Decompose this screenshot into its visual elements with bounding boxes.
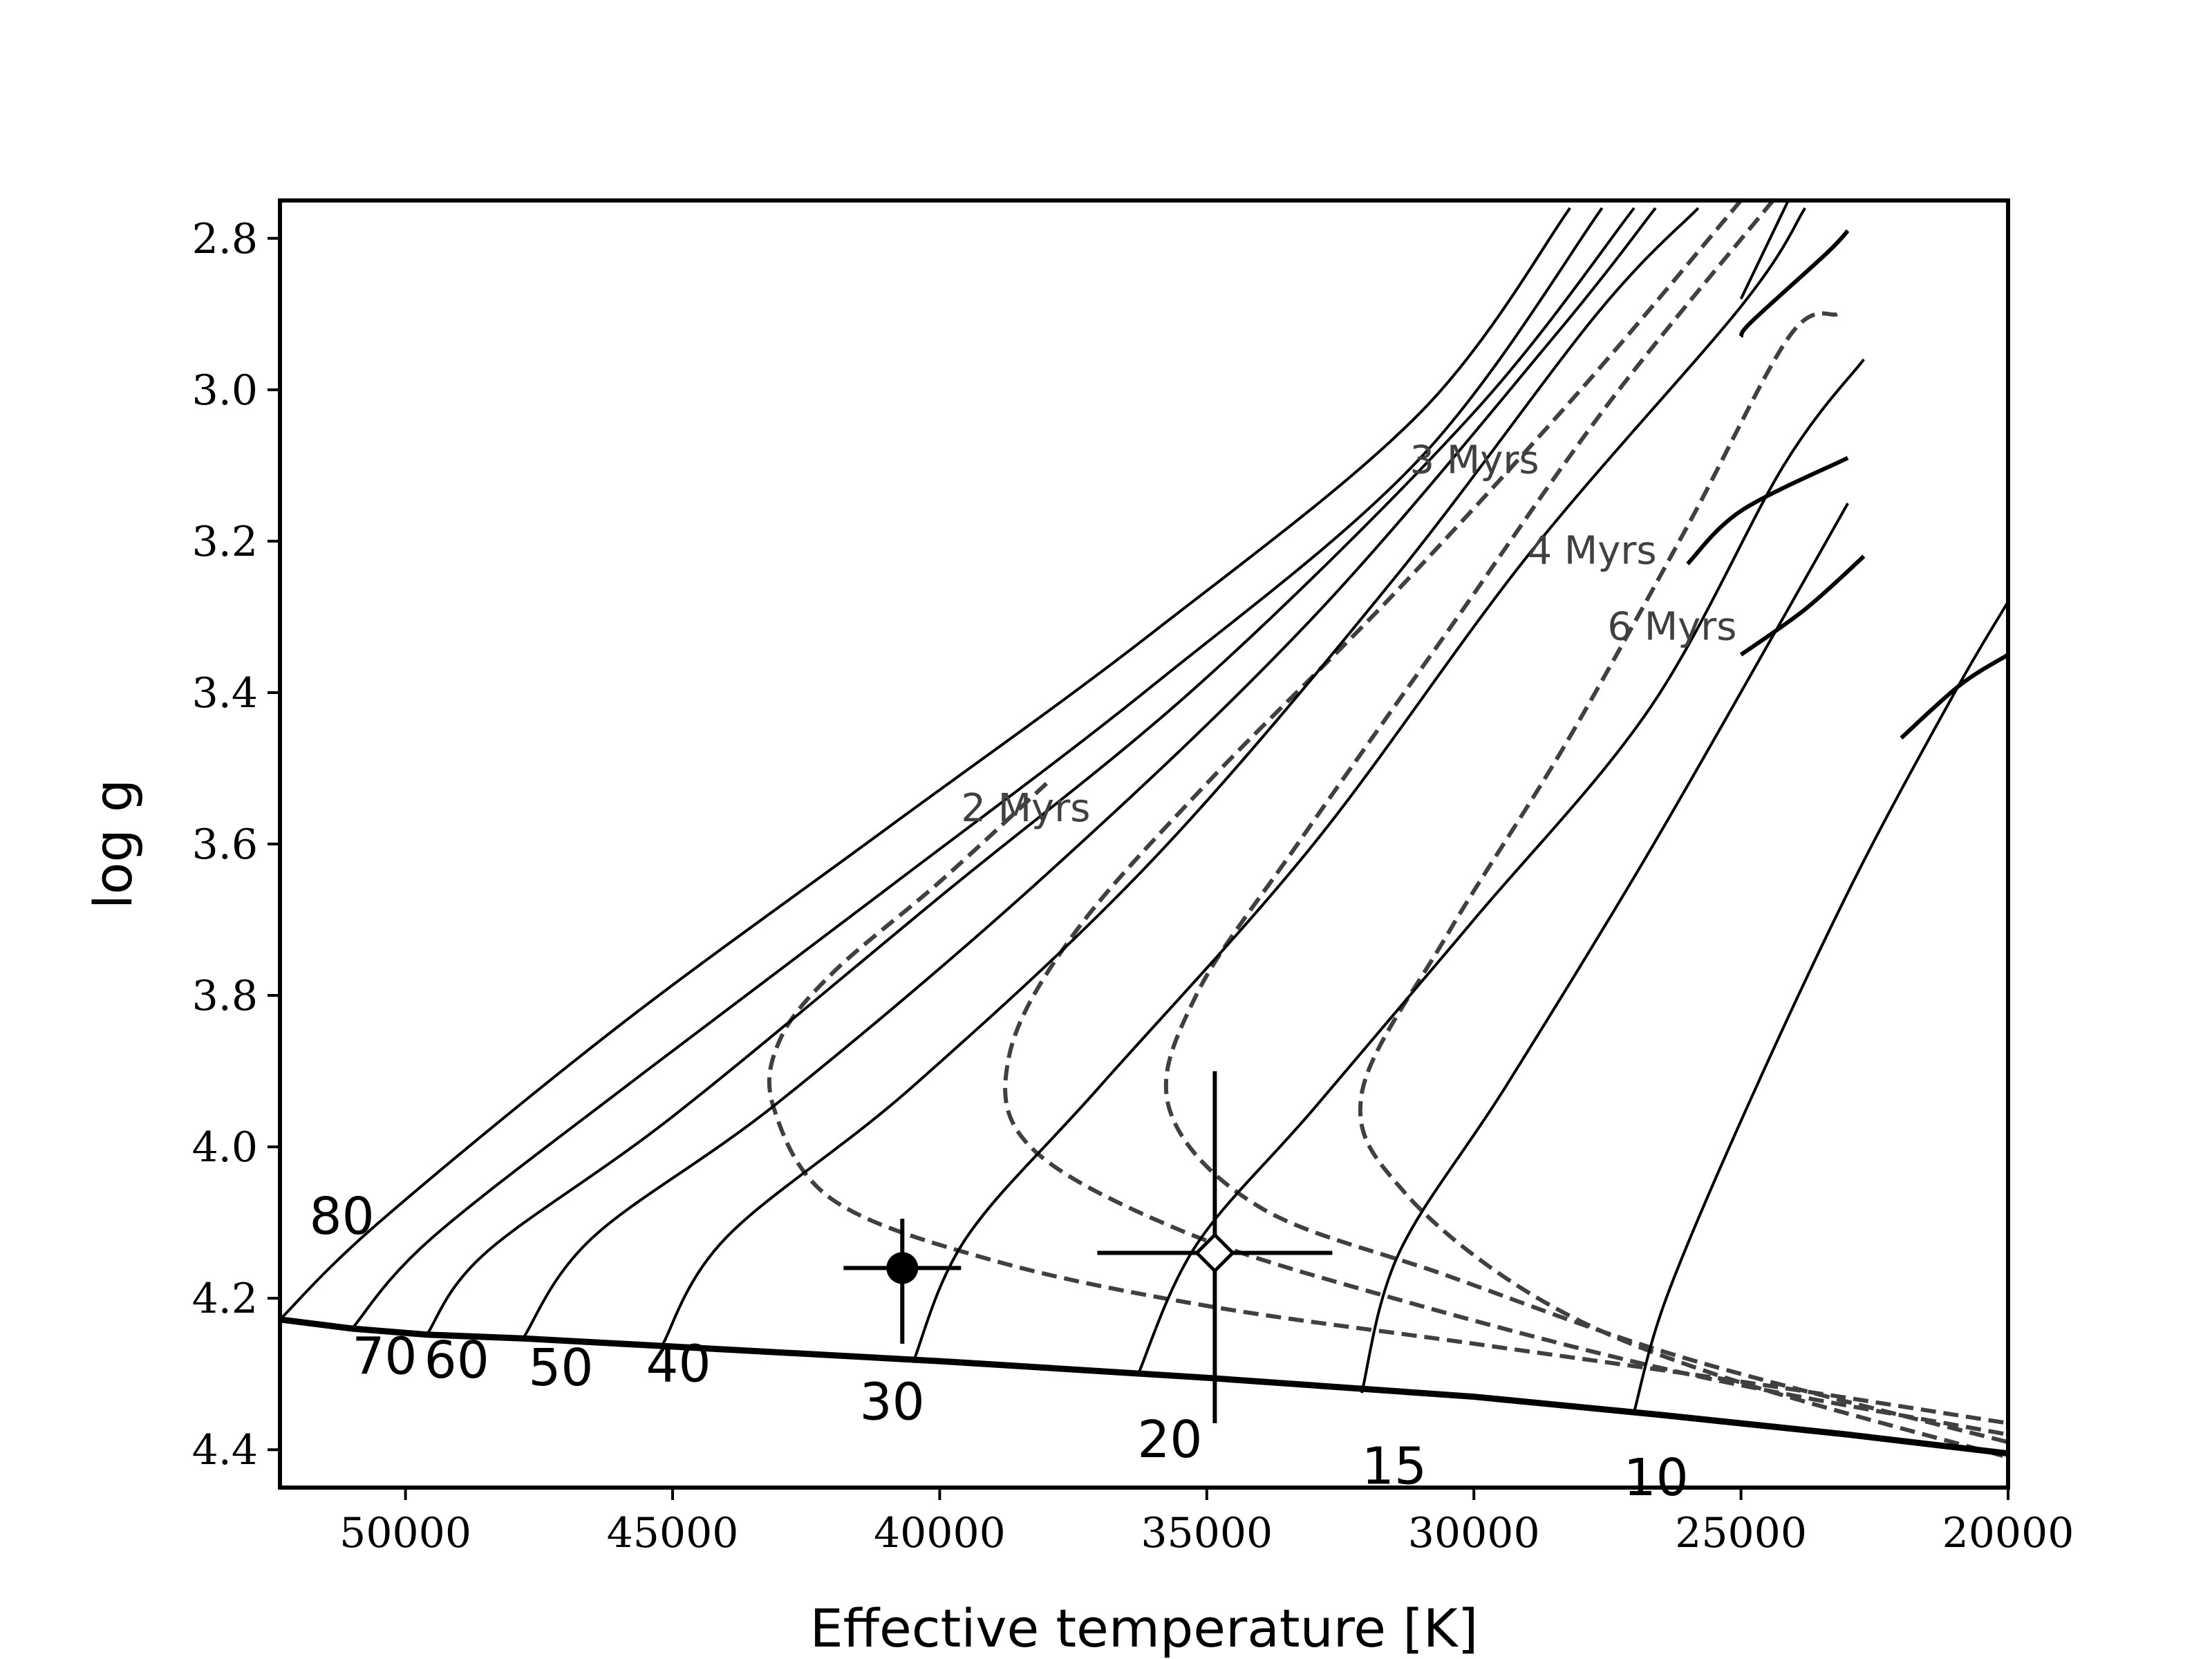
mass-label-70: 70 (352, 1327, 417, 1387)
mass-label-60: 60 (424, 1331, 489, 1390)
y-axis: 2.8 3.0 3.2 3.4 3.6 3.8 4.0 4.2 4.4 (192, 215, 280, 1474)
x-axis: 50000 45000 40000 35000 30000 25000 20000 (339, 1488, 2074, 1557)
evolutionary-track-0 (280, 207, 1571, 1321)
y-tick-label: 3.0 (192, 366, 258, 415)
mass-label-30: 30 (859, 1372, 924, 1432)
isochrone-label-2: 4 Myrs (1527, 529, 1656, 574)
isochrone-label-1: 3 Myrs (1409, 438, 1539, 482)
isochrone-line-3 (1358, 311, 2008, 1460)
x-tick-label: 50000 (339, 1509, 471, 1557)
evolutionary-track-6 (1136, 358, 1865, 1377)
x-tick-label: 25000 (1675, 1509, 1807, 1557)
mass-label-40: 40 (646, 1335, 711, 1394)
evolutionary-track-1 (350, 207, 1604, 1330)
data-point-filled-circle (886, 1252, 919, 1284)
isochrone-line-1 (1003, 200, 2008, 1437)
evolutionary-track-8 (1633, 601, 2008, 1413)
track-hook-3 (1900, 653, 2008, 740)
x-tick-label: 30000 (1408, 1509, 1540, 1557)
track-hook-0 (1738, 229, 1850, 338)
y-axis-label: log g (82, 779, 144, 909)
mass-label-80: 80 (310, 1187, 375, 1246)
y-tick-label: 3.6 (192, 821, 258, 869)
y-tick-label: 3.4 (192, 669, 258, 718)
x-tick-label: 35000 (1141, 1509, 1273, 1557)
y-tick-label: 4.0 (192, 1123, 258, 1172)
evolutionary-track-5 (911, 207, 1807, 1364)
x-tick-label: 40000 (874, 1509, 1006, 1557)
isochrone-line-0 (767, 782, 2008, 1425)
zams-line (280, 1316, 2008, 1457)
evolutionary-track-2 (425, 207, 1635, 1335)
mass-label-20: 20 (1137, 1410, 1202, 1470)
data-point-open-diamond (1194, 1232, 1235, 1273)
y-tick-label: 4.4 (192, 1426, 258, 1474)
isochrone-label-0: 2 Myrs (961, 786, 1090, 831)
y-tick-label: 3.8 (192, 972, 258, 1020)
isochrone-line-2 (1163, 200, 2008, 1445)
evolutionary-track-4 (660, 207, 1700, 1347)
track-hook-1 (1686, 456, 1849, 565)
isochrone-label-3: 6 Myrs (1607, 604, 1736, 649)
plot-area (280, 200, 2008, 1460)
evolutionary-track-7 (1360, 503, 1849, 1394)
mass-label-50: 50 (528, 1338, 593, 1398)
track-hook-2 (1739, 554, 1866, 657)
x-axis-label: Effective temperature [K] (810, 1597, 1479, 1659)
y-tick-label: 2.8 (192, 215, 258, 263)
evolutionary-track-3 (521, 207, 1657, 1340)
x-tick-label: 20000 (1942, 1509, 2074, 1557)
x-tick-label: 45000 (607, 1509, 739, 1557)
evolutionary-track-9 (1739, 200, 1790, 300)
y-tick-label: 3.2 (192, 518, 258, 566)
mass-label-10: 10 (1624, 1448, 1689, 1508)
y-tick-label: 4.2 (192, 1275, 258, 1323)
